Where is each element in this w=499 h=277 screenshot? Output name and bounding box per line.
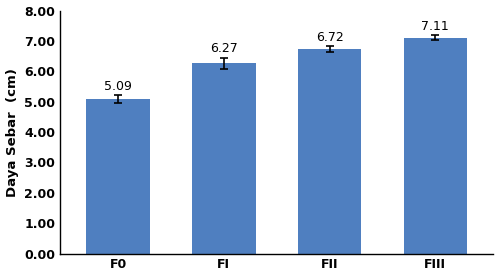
Y-axis label: Daya Sebar  (cm): Daya Sebar (cm)	[5, 68, 18, 196]
Text: 5.09: 5.09	[104, 80, 132, 93]
Bar	[404, 38, 467, 253]
Text: 7.11: 7.11	[422, 20, 449, 33]
Text: 6.72: 6.72	[316, 31, 343, 44]
Bar	[86, 99, 150, 253]
Text: 6.27: 6.27	[210, 42, 238, 55]
Bar	[192, 63, 255, 253]
Bar	[298, 49, 361, 253]
